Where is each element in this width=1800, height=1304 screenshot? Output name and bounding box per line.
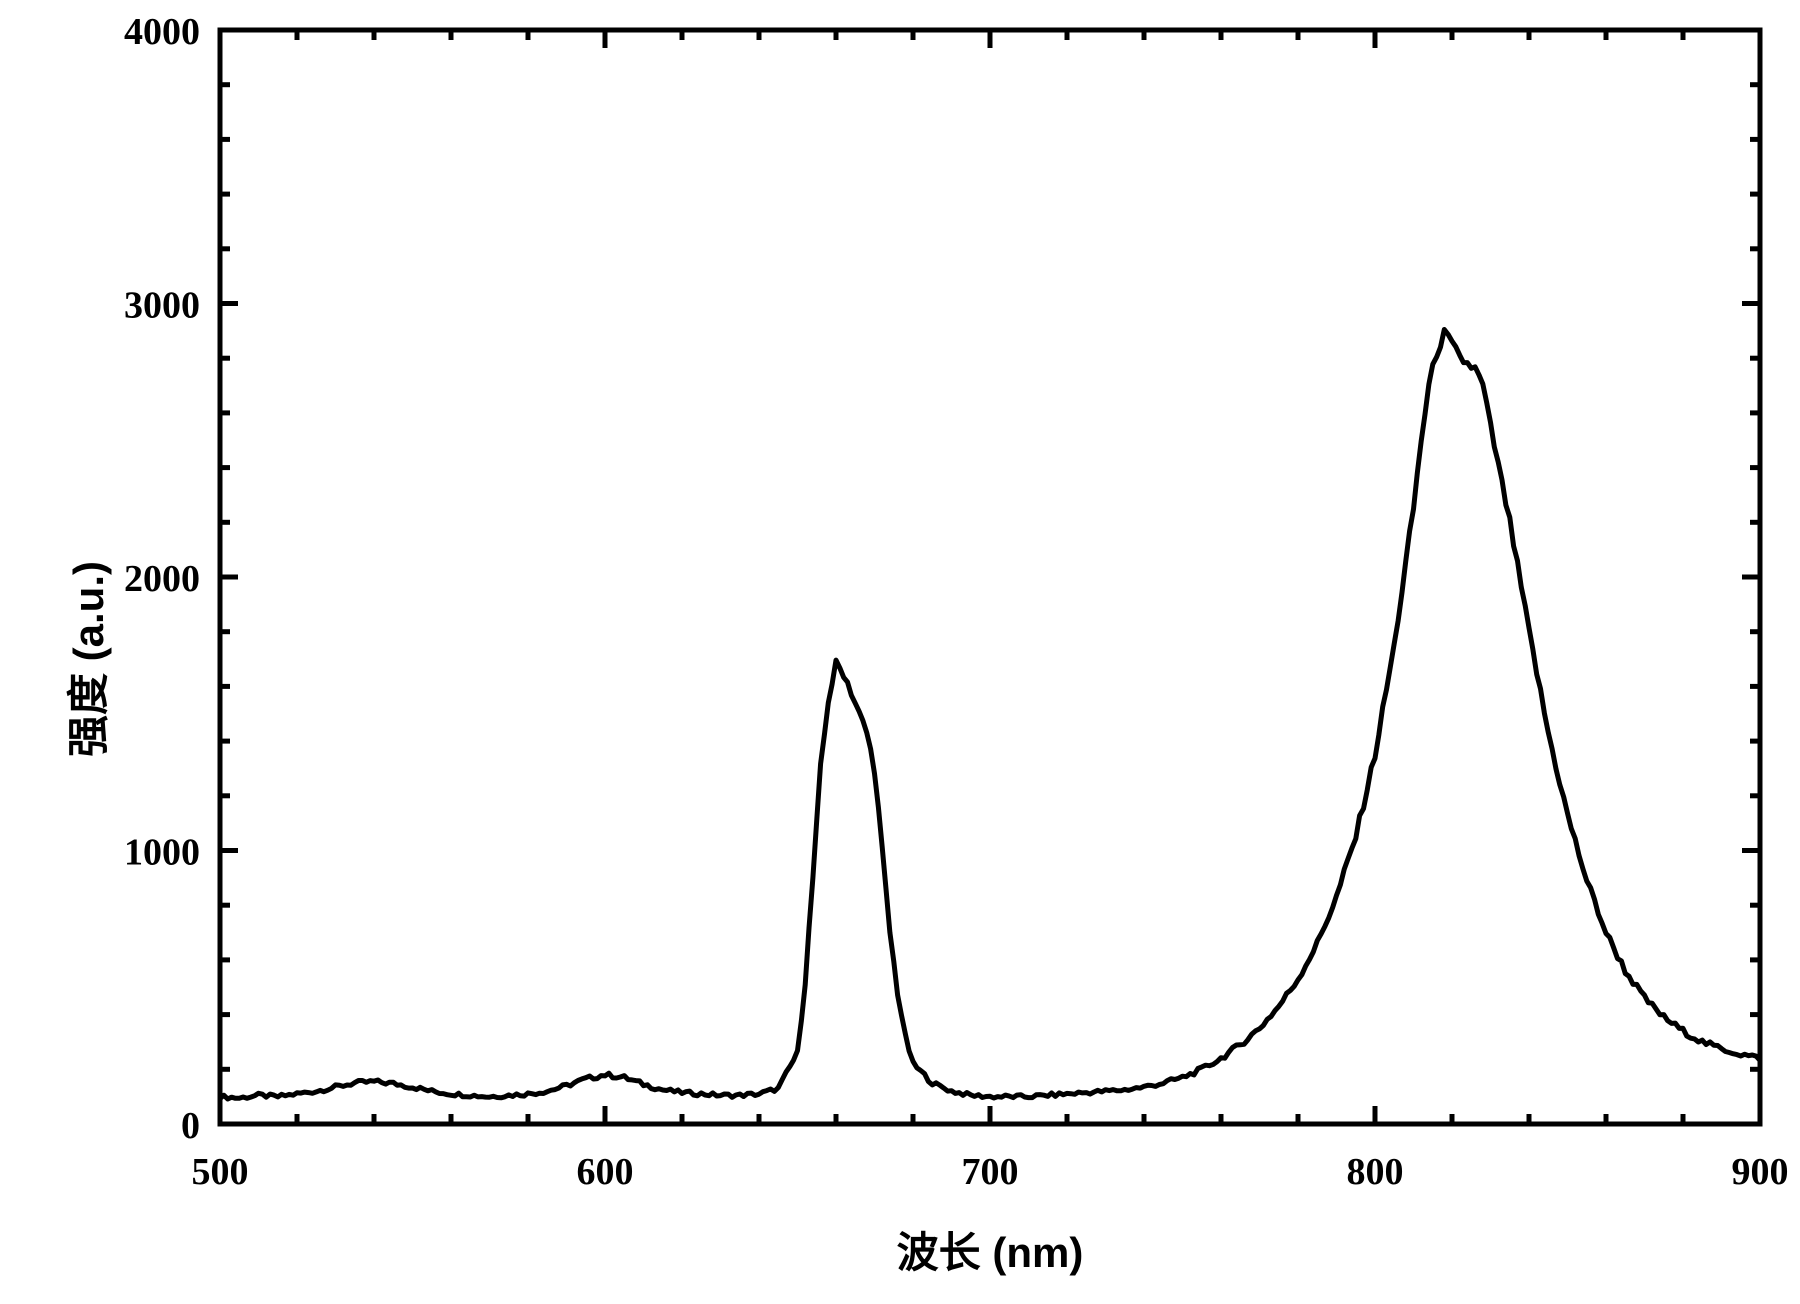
spectrum-chart-svg: 500 600 700 800 900 0 1000 2000 3000 4000 (0, 0, 1800, 1304)
svg-text:700: 700 (962, 1151, 1019, 1193)
svg-text:2000: 2000 (124, 558, 200, 600)
svg-text:600: 600 (577, 1151, 634, 1193)
x-axis-label: 波长 (nm) (220, 1219, 1760, 1280)
svg-text:500: 500 (192, 1151, 249, 1193)
y-axis-label: 强度 (a.u.) (55, 561, 116, 757)
svg-text:800: 800 (1347, 1151, 1404, 1193)
svg-text:4000: 4000 (124, 11, 200, 53)
svg-text:0: 0 (181, 1105, 200, 1147)
svg-text:1000: 1000 (124, 832, 200, 874)
svg-text:900: 900 (1732, 1151, 1789, 1193)
chart-container: 500 600 700 800 900 0 1000 2000 3000 4000 强度 (a.u… (0, 0, 1800, 1304)
svg-text:3000: 3000 (124, 285, 200, 327)
